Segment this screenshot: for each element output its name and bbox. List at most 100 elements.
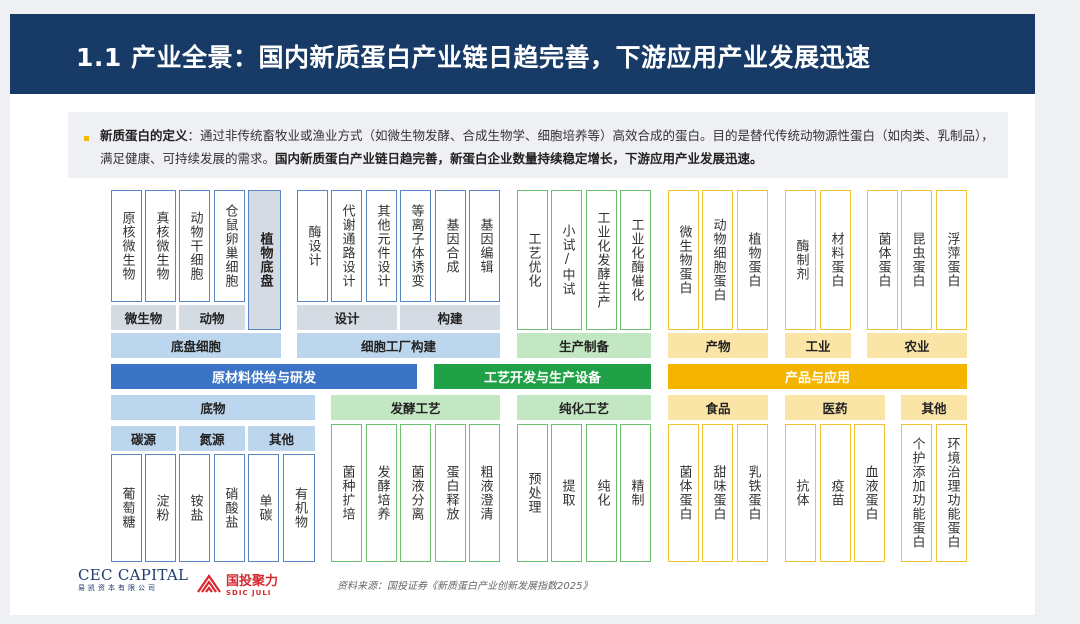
cec-logo-text: CEC CAPITAL	[78, 566, 189, 584]
fermentation-label: 发酵工艺	[331, 395, 500, 420]
cell-factory-label: 细胞工厂构建	[297, 333, 500, 358]
cell-text: 植物底盘	[257, 232, 273, 288]
medicine-label: 医药	[785, 395, 885, 420]
build-label: 构建	[400, 305, 500, 330]
cell-text: 粗液澄清	[477, 465, 493, 521]
sdic-logo-text: 国投聚力	[226, 574, 279, 589]
cell-text: 预处理	[525, 472, 541, 514]
cec-logo-subtext: 易凯资本有限公司	[78, 584, 158, 592]
product-item: 植物蛋白	[737, 190, 768, 330]
agriculture-item: 浮萍蛋白	[936, 190, 967, 330]
definition-box: 新质蛋白的定义：通过非传统畜牧业或渔业方式（如微生物发酵、合成生物学、细胞培养等…	[68, 112, 1008, 178]
substrate-item: 葡萄糖	[111, 454, 142, 562]
substrate-item: 硝酸盐	[214, 454, 245, 562]
others-label: 其他	[901, 395, 967, 420]
substrate-item: 有机物	[283, 454, 315, 562]
cell-text: 其他元件设计	[374, 204, 390, 288]
food-item: 乳铁蛋白	[737, 424, 768, 562]
cell-text: 血液蛋白	[862, 465, 878, 521]
agriculture-item: 菌体蛋白	[867, 190, 898, 330]
cell-text: 仓鼠卵巢细胞	[222, 204, 238, 288]
cell-text: 材料蛋白	[828, 232, 844, 288]
definition-term: 新质蛋白的定义	[100, 128, 188, 143]
food-item: 菌体蛋白	[668, 424, 699, 562]
product-item: 微生物蛋白	[668, 190, 699, 330]
sdic-juli-logo: 国投聚力 SDIC JULI	[196, 570, 278, 597]
fermentation-item: 菌液分离	[400, 424, 431, 562]
cell-text: 动物干细胞	[187, 211, 203, 281]
chassis-item: 动物干细胞	[179, 190, 210, 302]
substrate-item: 淀粉	[145, 454, 176, 562]
production-item: 工业化酶催化	[620, 190, 651, 330]
substrate-item: 铵盐	[179, 454, 210, 562]
bullet-icon	[84, 136, 89, 141]
factory-item: 其他元件设计	[366, 190, 397, 302]
fermentation-item: 粗液澄清	[469, 424, 500, 562]
cell-text: 淀粉	[153, 494, 169, 522]
production-item: 工艺优化	[517, 190, 548, 330]
cell-text: 葡萄糖	[119, 487, 135, 529]
purification-item: 预处理	[517, 424, 548, 562]
cell-text: 有机物	[292, 487, 307, 529]
cell-text: 提取	[559, 479, 575, 507]
cell-text: 基因合成	[443, 218, 459, 274]
design-label: 设计	[297, 305, 397, 330]
chassis-cell-label: 底盘细胞	[111, 333, 281, 358]
cell-text: 工业化发酵生产	[594, 211, 610, 309]
cell-text: 真核微生物	[153, 211, 169, 281]
chassis-item: 仓鼠卵巢细胞	[214, 190, 245, 302]
cec-capital-logo: CEC CAPITAL 易凯资本有限公司	[78, 566, 188, 593]
cell-text: 乳铁蛋白	[745, 465, 761, 521]
product-label: 产物	[668, 333, 768, 358]
cell-text: 等离子体诱变	[408, 204, 424, 288]
slide-title: 1.1 产业全景：国内新质蛋白产业链日趋完善，下游应用产业发展迅速	[76, 43, 871, 72]
agriculture-label: 农业	[867, 333, 967, 358]
cell-text: 菌体蛋白	[875, 232, 891, 288]
production-item: 小试/中试	[551, 190, 582, 330]
production-label: 生产制备	[517, 333, 651, 358]
industry-label: 工业	[785, 333, 851, 358]
chassis-item: 真核微生物	[145, 190, 176, 302]
factory-item: 基因合成	[435, 190, 466, 302]
cell-text: 环境治理功能蛋白	[944, 437, 960, 549]
medicine-item: 抗体	[785, 424, 816, 562]
cell-text: 酶设计	[305, 225, 321, 267]
purification-item: 纯化	[586, 424, 617, 562]
substrate-label: 底物	[111, 395, 315, 420]
factory-item: 等离子体诱变	[400, 190, 431, 302]
cell-text: 菌体蛋白	[676, 465, 692, 521]
plant-chassis-cell: 植物底盘	[248, 190, 281, 330]
agriculture-item: 昆虫蛋白	[901, 190, 932, 330]
carbon-label: 碳源	[111, 426, 176, 451]
purification-item: 精制	[620, 424, 651, 562]
industry-item: 酶制剂	[785, 190, 816, 330]
nitrogen-label: 氮源	[179, 426, 245, 451]
slide: 1.1 产业全景：国内新质蛋白产业链日趋完善，下游应用产业发展迅速 新质蛋白的定…	[10, 14, 1035, 615]
purification-item: 提取	[551, 424, 582, 562]
source-note: 资料来源：国投证券《新质蛋白产业创新发展指数2025》	[337, 581, 593, 592]
cell-text: 工艺优化	[525, 232, 541, 288]
production-item: 工业化发酵生产	[586, 190, 617, 330]
cell-text: 蛋白释放	[443, 465, 459, 521]
cell-text: 抗体	[793, 479, 809, 507]
fermentation-item: 菌种扩培	[331, 424, 362, 562]
food-label: 食品	[668, 395, 768, 420]
definition-text: 新质蛋白的定义：通过非传统畜牧业或渔业方式（如微生物发酵、合成生物学、细胞培养等…	[100, 124, 1000, 170]
products-bar: 产品与应用	[668, 364, 967, 389]
food-item: 甜味蛋白	[702, 424, 733, 562]
cell-text: 代谢通路设计	[339, 204, 355, 288]
cell-text: 硝酸盐	[222, 487, 238, 529]
fermentation-item: 发酵培养	[366, 424, 397, 562]
cell-text: 浮萍蛋白	[944, 232, 960, 288]
cell-text: 发酵培养	[374, 465, 390, 521]
sdic-logo-subtext: SDIC JULI	[226, 589, 272, 597]
product-item: 动物细胞蛋白	[702, 190, 733, 330]
process-bar: 工艺开发与生产设备	[434, 364, 651, 389]
cell-text: 工业化酶催化	[628, 218, 644, 302]
raw-materials-bar: 原材料供给与研发	[111, 364, 417, 389]
cell-text: 基因编辑	[477, 218, 493, 274]
cell-text: 个护添加功能蛋白	[909, 437, 925, 549]
cell-text: 动物细胞蛋白	[710, 218, 726, 302]
cell-text: 菌液分离	[408, 465, 424, 521]
cell-text: 铵盐	[187, 494, 203, 522]
